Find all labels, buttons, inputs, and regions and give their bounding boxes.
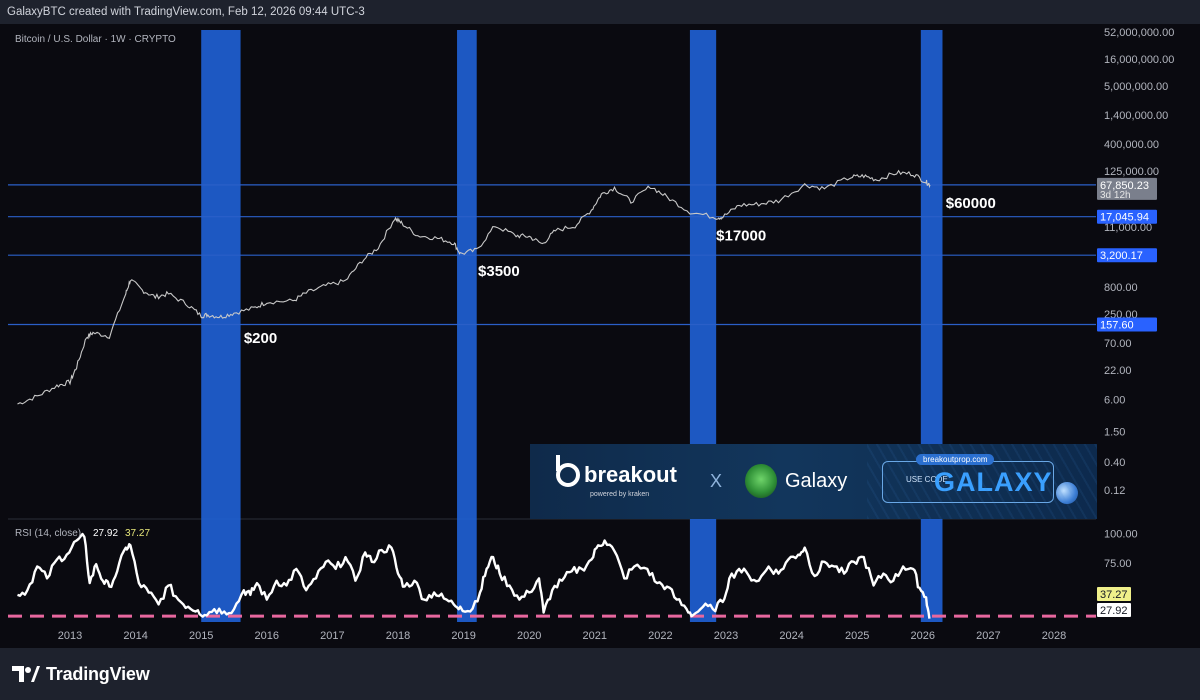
time-axis[interactable]: 2013 2014 2015 2016 2017 2018 2019 2020 2021 2022… [58,630,1066,642]
rsi-legend-title: RSI (14, close) [15,528,81,539]
time-tick-label: 2016 [255,630,279,642]
attribution-text: GalaxyBTC created with TradingView.com, … [7,6,365,18]
time-tick-label: 2020 [517,630,541,642]
price-tick-label: 125,000.00 [1104,166,1159,178]
price-tick-label: 22.00 [1104,365,1132,377]
time-tick-label: 2021 [583,630,607,642]
tradingview-logo-text: TradingView [46,663,150,684]
time-tick-label: 2017 [320,630,344,642]
breakout-brand-text: breakout [584,462,677,487]
price-tick-label: 16,000,000.00 [1104,54,1174,66]
current-price-badge [1097,177,1157,200]
level-badge-label: 3,200.17 [1100,250,1143,262]
highlight-band-3 [689,30,717,622]
galaxy-brand-text: Galaxy [785,470,848,492]
promo-separator: X [710,471,723,491]
annotation-17000: $17000 [716,228,766,245]
time-tick-label: 2022 [648,630,672,642]
rsi-tick-label: 100.00 [1104,528,1138,540]
time-tick-label: 2027 [976,630,1000,642]
rsi-legend-value-1: 27.92 [93,528,118,539]
rsi-line [17,532,931,619]
price-tick-label: 400,000.00 [1104,139,1159,151]
price-tick-label: 11,000.00 [1104,222,1152,234]
countdown-label: 3d 12h [1100,190,1131,201]
time-tick-label: 2013 [58,630,82,642]
price-annotations: $200 $3500 $17000 $60000 [244,195,996,347]
rsi-value-badge [1097,587,1131,601]
level-badge [1097,209,1157,224]
price-tick-label: 52,000,000.00 [1104,27,1174,39]
rsi-tick-label: 75.00 [1104,558,1132,570]
price-tick-label: 1,400,000.00 [1104,110,1168,122]
rsi-legend-value-2: 37.27 [125,528,150,539]
breakout-subtitle: powered by kraken [590,491,650,498]
promo-use-code-label: USE CODE [906,475,948,484]
time-tick-label: 2015 [189,630,213,642]
time-tick-label: 2018 [386,630,410,642]
rsi-value-label: 37.27 [1100,589,1128,601]
support-levels [8,184,1096,326]
level-badge [1097,317,1157,332]
price-tick-label: 0.12 [1104,485,1125,497]
time-tick-label: 2026 [911,630,935,642]
price-tick-label: 6.00 [1104,395,1125,407]
price-tick-label: 0.40 [1104,457,1125,469]
highlight-bands [8,30,1096,622]
promo-code: GALAXY [934,467,1053,497]
price-tick-label: 5,000,000.00 [1104,81,1168,93]
time-tick-label: 2025 [845,630,869,642]
price-tick-label: 70.00 [1104,338,1132,350]
time-tick-label: 2028 [1042,630,1066,642]
promo-url[interactable]: breakoutprop.com [916,454,995,465]
level-badge-label: 17,045.94 [1100,212,1149,224]
rsi-value-badge [1097,603,1131,617]
level-badge [1097,248,1157,263]
price-series [17,169,931,405]
level-badge-label: 157.60 [1100,320,1134,332]
coin-icon [1052,478,1082,508]
price-line [17,169,931,405]
symbol-legend: Bitcoin / U.S. Dollar · 1W · CRYPTO [15,34,176,45]
breakout-logo: breakout [556,455,677,488]
rsi-value-label: 27.92 [1100,605,1128,617]
highlight-band-1 [201,30,241,622]
rsi-panel [8,532,1096,619]
annotation-3500: $3500 [478,263,520,280]
annotation-200: $200 [244,330,277,347]
galaxy-logo-icon [745,464,777,498]
highlight-band-4 [920,30,943,622]
time-tick-label: 2014 [123,630,147,642]
footer-bar: TradingView [0,648,1200,700]
chart-legends: Bitcoin / U.S. Dollar · 1W · CRYPTO RSI … [15,34,176,539]
breakout-logo-icon [556,455,580,487]
attribution-bar: GalaxyBTC created with TradingView.com, … [0,0,1200,24]
time-tick-label: 2024 [779,630,803,642]
chart-frame[interactable]: $200 $3500 $17000 $60000 52,000,000.00 16,00… [0,24,1200,648]
price-tick-label: 800.00 [1104,282,1138,294]
promo-banner[interactable]: breakout powered by kraken X Galaxy brea… [530,444,1097,519]
current-price-label: 67,850.23 [1100,180,1149,192]
tradingview-logo-icon [12,666,40,682]
tradingview-logo[interactable]: TradingView [12,661,150,687]
price-tick-label: 1.50 [1104,427,1125,439]
time-tick-label: 2023 [714,630,738,642]
chart-canvas[interactable]: $200 $3500 $17000 $60000 52,000,000.00 16,00… [0,24,1200,648]
highlight-band-2 [457,30,477,622]
time-tick-label: 2019 [451,630,475,642]
annotation-60000: $60000 [946,195,996,212]
price-axis[interactable]: 52,000,000.00 16,000,000.00 5,000,000.00 1,… [1097,27,1174,497]
